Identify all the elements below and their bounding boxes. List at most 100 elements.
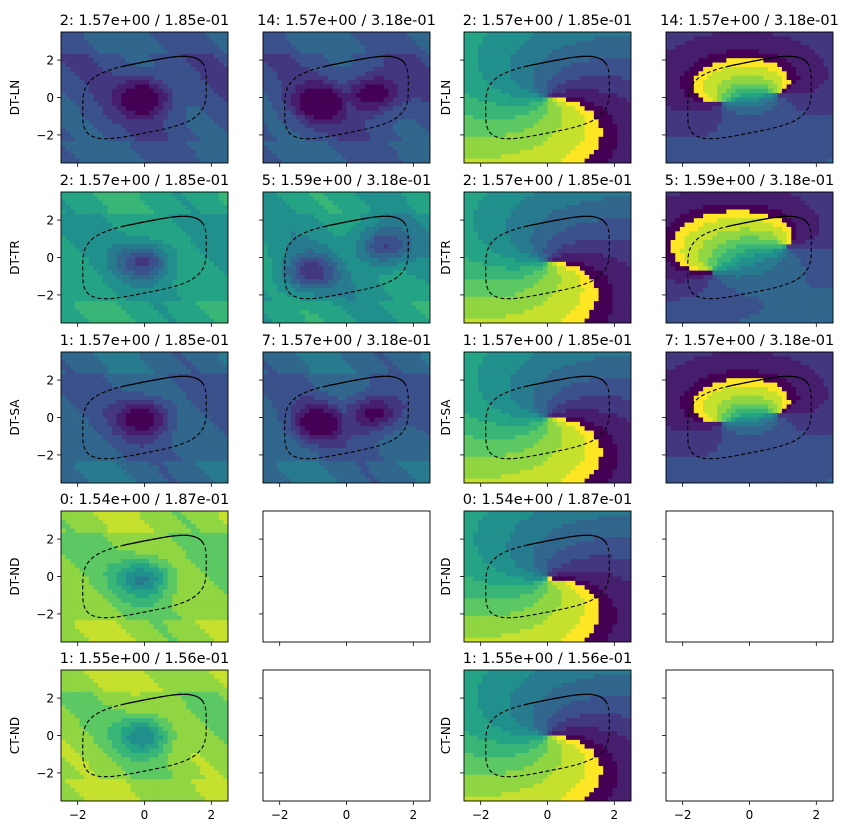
- contour-cell: [589, 106, 595, 112]
- contour-cell: [360, 32, 366, 37]
- contour-cell: [337, 58, 343, 64]
- contour-cell: [575, 128, 581, 134]
- contour-cell: [70, 119, 76, 125]
- contour-cell: [698, 93, 704, 99]
- contour-cell: [524, 49, 530, 55]
- contour-cell: [70, 222, 76, 228]
- contour-cell: [74, 71, 81, 77]
- contour-cell: [675, 80, 681, 85]
- contour-cell: [209, 213, 215, 219]
- contour-cell: [286, 141, 292, 147]
- contour-cell: [425, 66, 430, 72]
- contour-cell: [740, 32, 746, 37]
- contour-cell: [135, 106, 141, 112]
- contour-cell: [327, 75, 334, 81]
- contour-cell: [144, 196, 150, 202]
- contour-cell: [139, 128, 146, 134]
- contour-cell: [327, 53, 334, 59]
- contour-cell: [98, 226, 104, 232]
- contour-cell: [200, 136, 206, 142]
- contour-cell: [388, 119, 394, 125]
- contour-cell: [276, 106, 283, 112]
- contour-cell: [61, 248, 67, 254]
- contour-cell: [388, 145, 394, 151]
- contour-cell: [365, 66, 371, 72]
- contour-cell: [172, 40, 178, 46]
- contour-cell: [482, 97, 488, 103]
- contour-cell: [411, 32, 417, 37]
- contour-cell: [290, 136, 297, 142]
- contour-cell: [593, 32, 600, 37]
- contour-cell: [717, 123, 723, 129]
- contour-cell: [365, 40, 371, 46]
- contour-cell: [74, 145, 81, 151]
- contour-cell: [397, 36, 403, 42]
- contour-cell: [144, 71, 150, 77]
- contour-cell: [65, 145, 71, 151]
- contour-cell: [369, 88, 375, 94]
- contour-cell: [186, 218, 192, 224]
- contour-cell: [135, 93, 141, 99]
- contour-cell: [295, 154, 301, 160]
- contour-cell: [300, 58, 306, 64]
- contour-cell: [139, 222, 146, 228]
- contour-cell: [186, 136, 192, 142]
- contour-cell: [392, 149, 399, 155]
- contour-cell: [758, 101, 765, 107]
- contour-cell: [272, 66, 278, 72]
- contour-cell: [93, 106, 99, 112]
- contour-cell: [158, 62, 164, 68]
- contour-cell: [121, 192, 127, 197]
- contour-cell: [795, 53, 802, 59]
- contour-cell: [65, 209, 71, 215]
- contour-cell: [570, 93, 576, 99]
- contour-cell: [607, 132, 614, 138]
- contour-cell: [589, 141, 595, 147]
- contour-cell: [547, 110, 553, 116]
- contour-cell: [612, 106, 618, 112]
- contour-cell: [74, 200, 81, 206]
- contour-cell: [309, 154, 315, 160]
- contour-cell: [482, 158, 488, 163]
- contour-cell: [533, 53, 539, 59]
- contour-cell: [223, 149, 228, 155]
- contour-cell: [332, 114, 338, 120]
- contour-cell: [300, 141, 306, 147]
- contour-cell: [402, 75, 408, 81]
- contour-cell: [675, 84, 681, 90]
- contour-cell: [61, 132, 67, 138]
- contour-cell: [355, 93, 362, 99]
- contour-cell: [176, 45, 183, 51]
- contour-cell: [392, 110, 399, 116]
- contour-cell: [223, 257, 228, 263]
- contour-cell: [79, 58, 85, 64]
- contour-cell: [814, 62, 820, 68]
- contour-cell: [176, 136, 183, 142]
- contour-cell: [93, 53, 99, 59]
- contour-cell: [135, 154, 141, 160]
- contour-cell: [786, 62, 792, 68]
- contour-cell: [670, 110, 676, 116]
- contour-cell: [102, 218, 108, 224]
- contour-cell: [121, 132, 127, 138]
- contour-cell: [626, 158, 631, 163]
- contour-cell: [267, 49, 273, 55]
- contour-cell: [528, 110, 535, 116]
- contour-cell: [726, 136, 732, 142]
- contour-cell: [332, 84, 338, 90]
- contour-cell: [416, 93, 422, 99]
- contour-cell: [519, 136, 525, 142]
- contour-cell: [84, 158, 90, 163]
- contour-cell: [703, 84, 709, 90]
- contour-cell: [300, 32, 306, 37]
- contour-cell: [79, 235, 85, 241]
- contour-cell: [263, 114, 269, 120]
- contour-cell: [346, 84, 352, 90]
- contour-cell: [579, 36, 586, 42]
- contour-cell: [693, 154, 700, 160]
- contour-cell: [579, 84, 586, 90]
- contour-cell: [369, 71, 375, 77]
- contour-cell: [542, 84, 549, 90]
- contour-cell: [617, 158, 623, 163]
- contour-cell: [125, 200, 132, 206]
